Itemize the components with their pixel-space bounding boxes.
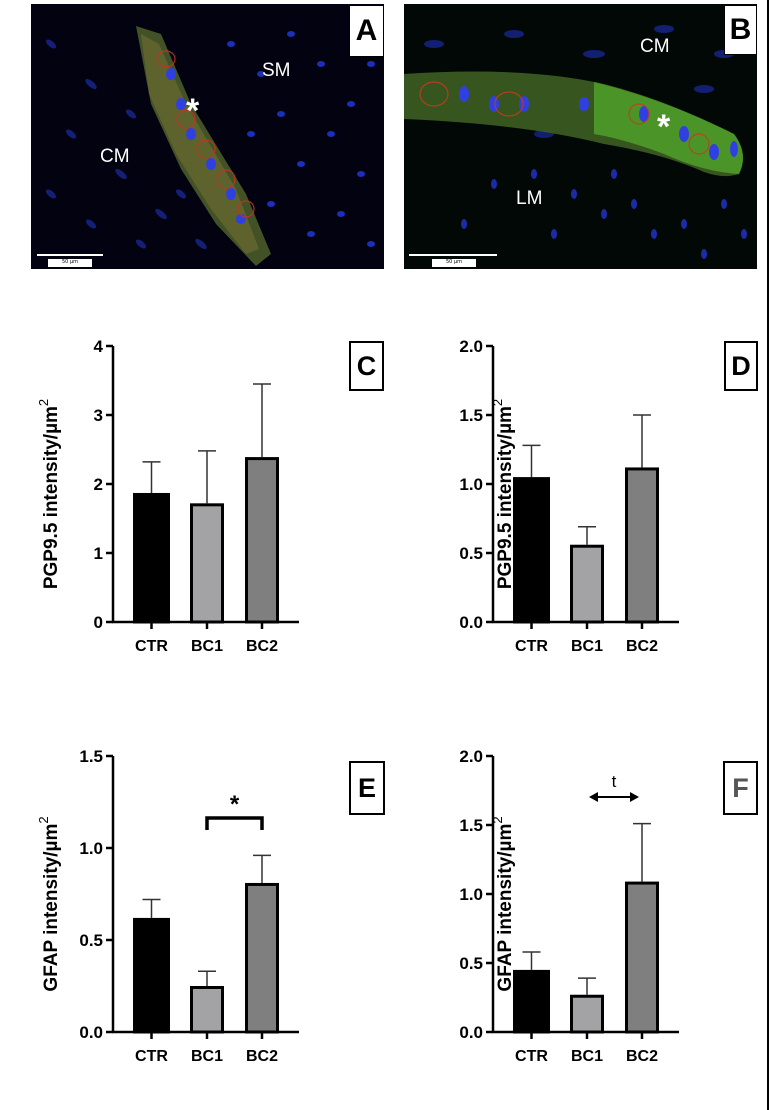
bar-bc2 bbox=[625, 881, 659, 1034]
panel-label-b: B bbox=[724, 5, 757, 55]
x-tick-label-bc2: BC2 bbox=[246, 1048, 278, 1065]
y-tick-label: 2 bbox=[94, 475, 103, 494]
x-tick-label-ctr: CTR bbox=[515, 638, 548, 655]
ganglion-marker-a: * bbox=[186, 92, 200, 130]
ganglion-marker-b: * bbox=[657, 108, 671, 146]
y-tick-label: 1.5 bbox=[79, 747, 103, 766]
bar-bc1 bbox=[570, 544, 604, 624]
micrograph-b bbox=[404, 4, 757, 269]
region-label-sm: SM bbox=[262, 60, 291, 81]
y-tick-label: 1.0 bbox=[459, 475, 483, 494]
y-axis-label-f: GFAP intensity/µm2 bbox=[490, 816, 516, 991]
x-tick-label-ctr: CTR bbox=[135, 1048, 168, 1065]
significance-bracket bbox=[205, 816, 264, 830]
bar-bc1 bbox=[190, 503, 224, 624]
chart-e: GFAP intensity/µm2 CTR BC1 BC2 0.0 0.5 1.0 1.5 * bbox=[36, 747, 299, 1065]
y-tick-label: 0.5 bbox=[459, 954, 483, 973]
region-label-cm-b: CM bbox=[640, 36, 670, 57]
panel-label-e: E bbox=[349, 761, 385, 815]
significance-asterisk: * bbox=[230, 791, 240, 818]
x-tick-label-bc1: BC1 bbox=[191, 638, 223, 655]
panel-label-d: D bbox=[724, 341, 758, 391]
scale-bar-label-b: 50 µm bbox=[432, 259, 476, 267]
bar-bc1 bbox=[190, 986, 224, 1034]
y-tick-label: 0 bbox=[94, 613, 103, 632]
y-tick-label: 2.0 bbox=[459, 747, 483, 766]
bar-bc2 bbox=[245, 882, 279, 1034]
y-tick-label: 1 bbox=[94, 544, 103, 563]
chart-d: PGP9.5 intensity/µm2 CTR BC1 BC2 0.0 0.5 1.0 1.… bbox=[459, 337, 679, 655]
y-tick-label: 0.5 bbox=[459, 544, 483, 563]
panel-label-f: F bbox=[723, 761, 758, 815]
y-tick-label: 1.0 bbox=[79, 839, 103, 858]
y-tick-label: 0.0 bbox=[459, 613, 483, 632]
panel-label-c: C bbox=[349, 341, 384, 391]
y-axis-label-d: PGP9.5 intensity/µm2 bbox=[490, 399, 516, 589]
bar-ctr bbox=[513, 477, 550, 624]
y-tick-label: 4 bbox=[94, 337, 104, 356]
bar-ctr bbox=[513, 969, 550, 1034]
y-tick-label: 1.5 bbox=[459, 816, 483, 835]
chart-f: GFAP intensity/µm2 CTR BC1 BC2 0.0 0.5 1.0 1.5 2… bbox=[459, 747, 679, 1065]
y-axis-label-e: GFAP intensity/µm2 bbox=[36, 816, 62, 991]
bar-bc2 bbox=[625, 467, 659, 624]
y-tick-label: 2.0 bbox=[459, 337, 483, 356]
scale-bar-line-b bbox=[409, 254, 497, 256]
micrograph-a-image bbox=[31, 4, 384, 269]
x-tick-label-bc2: BC2 bbox=[246, 638, 278, 655]
micrograph-a bbox=[31, 4, 384, 269]
x-tick-label-bc1: BC1 bbox=[571, 638, 603, 655]
y-tick-label: 0.0 bbox=[79, 1023, 103, 1042]
scale-bar-line-a bbox=[37, 254, 103, 256]
x-tick-label-bc2: BC2 bbox=[626, 1048, 658, 1065]
panel-label-a: A bbox=[349, 5, 384, 57]
scale-bar-label-a: 50 µm bbox=[48, 259, 92, 267]
bar-ctr bbox=[133, 492, 170, 624]
x-tick-label-ctr: CTR bbox=[135, 638, 168, 655]
region-label-cm-a: CM bbox=[100, 146, 130, 167]
y-tick-label: 1.5 bbox=[459, 406, 483, 425]
x-tick-label-ctr: CTR bbox=[515, 1048, 548, 1065]
bar-bc1 bbox=[570, 994, 604, 1034]
micrograph-b-image bbox=[404, 4, 757, 269]
trend-label: t bbox=[612, 772, 617, 791]
region-label-lm: LM bbox=[516, 188, 543, 209]
x-tick-label-bc1: BC1 bbox=[571, 1048, 603, 1065]
y-tick-label: 0.0 bbox=[459, 1023, 483, 1042]
y-tick-label: 3 bbox=[94, 406, 103, 425]
bar-ctr bbox=[133, 917, 170, 1034]
bar-bc2 bbox=[245, 457, 279, 624]
arrow-head-right bbox=[630, 792, 639, 802]
x-tick-label-bc1: BC1 bbox=[191, 1048, 223, 1065]
x-tick-label-bc2: BC2 bbox=[626, 638, 658, 655]
chart-c: PGP9.5 intensity/µm2 CTR BC1 BC2 0 1 2 3 4 bbox=[36, 337, 299, 655]
y-tick-label: 0.5 bbox=[79, 931, 103, 950]
arrow-head-left bbox=[589, 792, 598, 802]
y-axis-label-c: PGP9.5 intensity/µm2 bbox=[36, 399, 62, 589]
y-tick-label: 1.0 bbox=[459, 885, 483, 904]
page-right-border bbox=[767, 0, 769, 1110]
